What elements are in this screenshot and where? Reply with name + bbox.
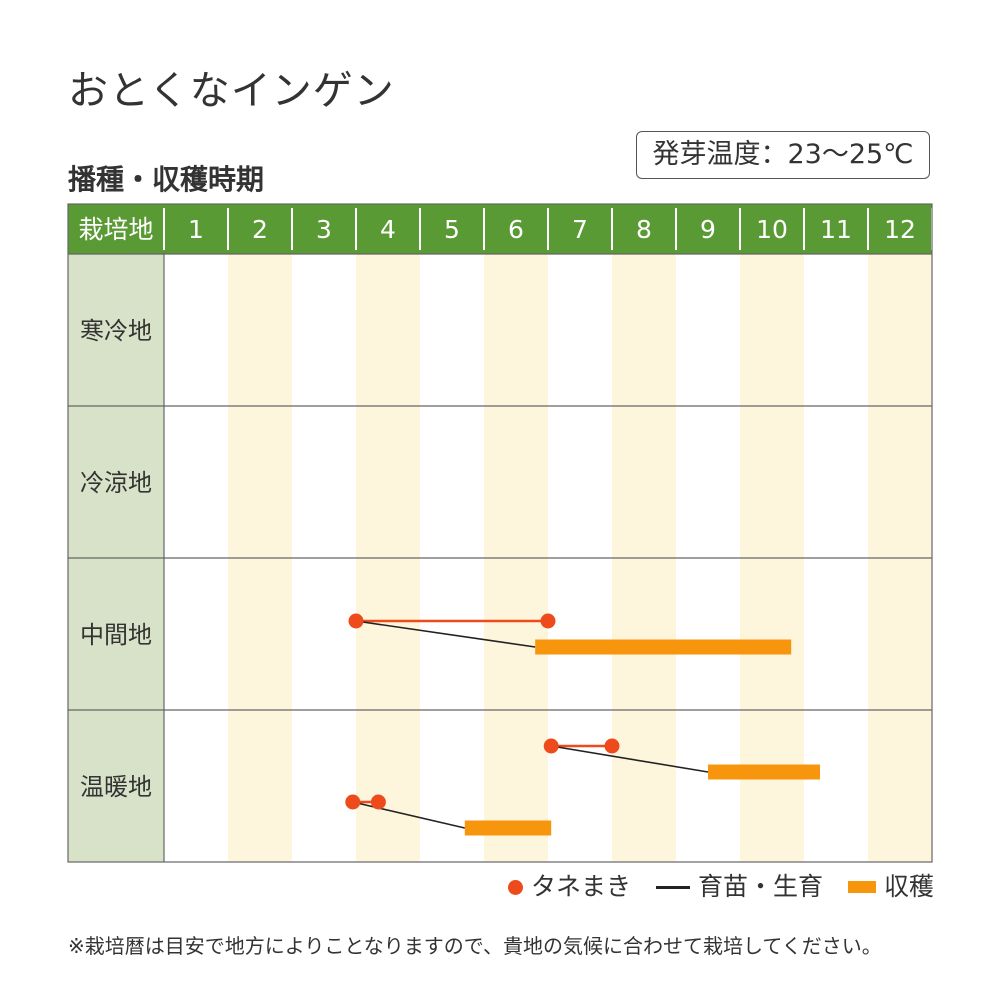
month-header-label: 8 [636,215,652,244]
month-header-label: 2 [252,215,268,244]
header-label-region: 栽培地 [78,215,153,244]
harvest-period-bar [708,764,820,780]
sowing-start-dot [543,738,559,754]
sowing-dot-icon [508,879,523,895]
growing-period-line [551,745,709,773]
chart-subtitle: 播種・収穫時期 [68,163,265,196]
region-label: 冷涼地 [80,469,152,497]
month-header-label: 4 [380,215,396,244]
legend-label-growing: 育苗・生育 [698,872,824,901]
region-label: 中間地 [80,621,152,649]
legend-item-sowing: タネまき [508,870,631,904]
region-label: 寒冷地 [80,317,152,345]
harvest-period-bar [464,820,552,836]
month-header-label: 7 [572,215,588,244]
growing-line-icon [656,885,690,889]
legend-label-sowing: タネまき [531,872,632,901]
page-title: おとくなインゲン [68,68,395,114]
month-header-label: 10 [756,215,788,244]
month-header-label: 11 [820,215,852,244]
harvest-period-bar [535,639,792,655]
germination-temperature-badge: 発芽温度：23～25℃ [636,131,930,179]
month-header-label: 6 [508,215,524,244]
sowing-end-dot [540,613,556,629]
growing-period-line [355,620,536,648]
harvest-bar-icon [848,881,876,893]
sowing-end-dot [370,794,386,810]
month-header-label: 1 [188,215,204,244]
region-label: 温暖地 [80,773,152,801]
chart-border [67,203,933,863]
sowing-end-dot [604,738,620,754]
month-header-label: 5 [444,215,460,244]
sowing-start-dot [345,794,361,810]
sowing-start-dot [348,613,364,629]
legend-item-harvest: 収穫 [848,870,934,904]
month-header-label: 9 [700,215,716,244]
cultivation-note: ※栽培暦は目安で地方によりことなりますので、貴地の気候に合わせて栽培してください… [68,934,882,958]
month-header-label: 3 [316,215,332,244]
chart-header-bar [68,204,932,254]
chart-legend: タネまき 育苗・生育 収穫 [508,870,938,904]
legend-item-growing: 育苗・生育 [656,870,823,904]
legend-label-harvest: 収穫 [884,872,935,901]
growing-period-line [352,801,465,829]
month-header-label: 12 [884,215,916,244]
